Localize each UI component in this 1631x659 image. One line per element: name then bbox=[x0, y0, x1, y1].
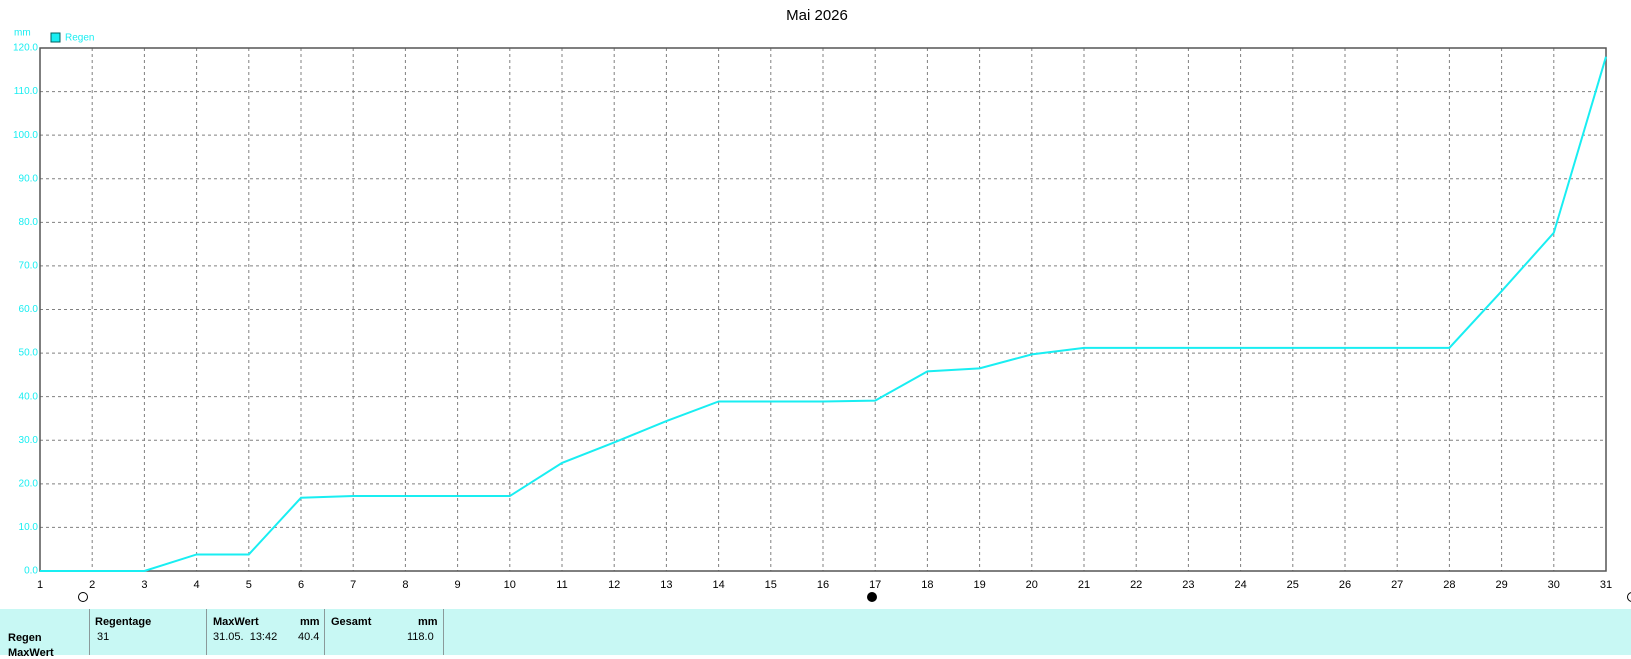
x-tick-label: 24 bbox=[1234, 579, 1246, 591]
x-tick-label: 14 bbox=[712, 579, 724, 591]
moon-phase bbox=[1628, 593, 1631, 602]
cell: 118.0 bbox=[407, 631, 434, 643]
y-tick-label: 100.0 bbox=[13, 130, 38, 141]
x-tick-label: 16 bbox=[817, 579, 829, 591]
x-tick-label: 30 bbox=[1548, 579, 1560, 591]
moon-phase bbox=[79, 593, 88, 602]
y-tick-label: 70.0 bbox=[19, 261, 39, 272]
y-tick-label: 120.0 bbox=[13, 43, 38, 54]
x-tick-label: 22 bbox=[1130, 579, 1142, 591]
separator bbox=[206, 609, 207, 655]
y-tick-label: 10.0 bbox=[19, 522, 39, 533]
x-tick-label: 27 bbox=[1391, 579, 1403, 591]
summary-table: Regentage MaxWert mm Gesamt mm Regen 31 … bbox=[0, 609, 1631, 655]
x-tick-label: 19 bbox=[973, 579, 985, 591]
x-tick-label: 20 bbox=[1026, 579, 1038, 591]
cell: 31 bbox=[97, 631, 109, 643]
x-tick-label: 4 bbox=[194, 579, 200, 591]
x-tick-label: 6 bbox=[298, 579, 304, 591]
header: mm bbox=[300, 616, 320, 628]
legend-label: Regen bbox=[65, 33, 94, 44]
y-tick-label: 30.0 bbox=[19, 435, 39, 446]
separator bbox=[324, 609, 325, 655]
y-tick-label: 0.0 bbox=[24, 566, 38, 577]
y-tick-label: 20.0 bbox=[19, 478, 39, 489]
moon-phase bbox=[868, 593, 877, 602]
x-tick-label: 1 bbox=[37, 579, 43, 591]
separator bbox=[443, 609, 444, 655]
separator bbox=[89, 609, 90, 655]
x-tick-label: 3 bbox=[141, 579, 147, 591]
x-tick-label: 13 bbox=[660, 579, 672, 591]
row-label: Regen bbox=[8, 632, 42, 644]
x-tick-label: 23 bbox=[1182, 579, 1194, 591]
x-tick-label: 11 bbox=[556, 579, 567, 591]
y-axis-label: mm bbox=[14, 28, 31, 39]
cell: 40.4 bbox=[298, 631, 319, 643]
x-tick-label: 25 bbox=[1287, 579, 1299, 591]
y-tick-label: 40.0 bbox=[19, 391, 39, 402]
header: Regentage bbox=[95, 616, 151, 628]
x-tick-label: 9 bbox=[455, 579, 461, 591]
legend-swatch bbox=[51, 33, 60, 42]
header: Gesamt bbox=[331, 616, 371, 628]
header: mm bbox=[418, 616, 438, 628]
y-tick-label: 90.0 bbox=[19, 173, 39, 184]
x-tick-label: 29 bbox=[1495, 579, 1507, 591]
y-tick-label: 80.0 bbox=[19, 217, 39, 228]
x-tick-label: 28 bbox=[1443, 579, 1455, 591]
x-tick-label: 26 bbox=[1339, 579, 1351, 591]
y-tick-label: 50.0 bbox=[19, 348, 39, 359]
x-tick-label: 31 bbox=[1600, 579, 1612, 591]
x-tick-label: 5 bbox=[246, 579, 252, 591]
x-tick-label: 7 bbox=[350, 579, 356, 591]
x-tick-label: 17 bbox=[869, 579, 881, 591]
x-tick-label: 15 bbox=[765, 579, 777, 591]
chart-title: Mai 2026 bbox=[786, 7, 848, 24]
x-tick-label: 8 bbox=[402, 579, 408, 591]
chart: Mai 2026 mm Regen 0.0 10.0 20.0 30.0 40.0 50.… bbox=[0, 0, 1631, 606]
row-label: MaxWert bbox=[8, 647, 54, 659]
x-tick-label: 2 bbox=[89, 579, 95, 591]
x-tick-label: 21 bbox=[1078, 579, 1090, 591]
cell: 31.05. 13:42 bbox=[213, 631, 277, 643]
x-tick-label: 12 bbox=[608, 579, 620, 591]
y-tick-label: 110.0 bbox=[14, 86, 39, 97]
y-tick-label: 60.0 bbox=[19, 304, 39, 315]
x-tick-label: 18 bbox=[921, 579, 933, 591]
header: MaxWert bbox=[213, 616, 259, 628]
x-tick-label: 10 bbox=[504, 579, 516, 591]
